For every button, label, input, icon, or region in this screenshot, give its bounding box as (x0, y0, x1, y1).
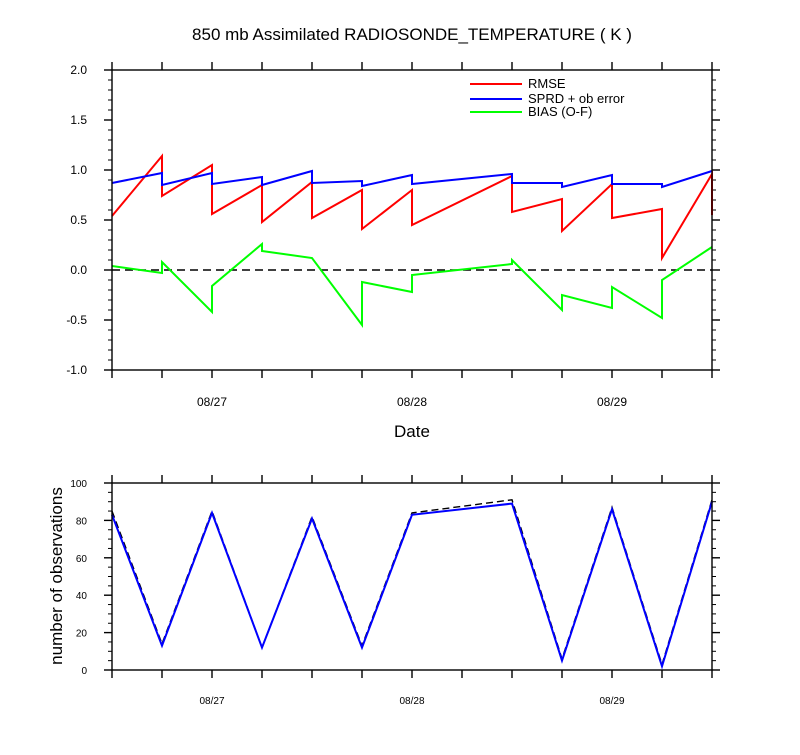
series-line-possible (111, 499, 713, 667)
y-axis-title-observations: number of observations (47, 487, 66, 665)
top-y-tick-label: -0.5 (66, 313, 87, 327)
bottom-y-tick-label: 100 (70, 479, 87, 490)
top-y-tick-label: 2.0 (70, 63, 87, 77)
series-line-sprd-ob-error (111, 169, 713, 189)
bottom-x-tick-label: 08/28 (399, 696, 424, 707)
top-panel-ticks (104, 62, 720, 378)
bottom-y-tick-label: 80 (76, 516, 88, 527)
bottom-x-tick-label: 08/29 (599, 696, 624, 707)
bottom-y-tick-label: 0 (81, 666, 87, 677)
top-y-tick-label: 1.5 (70, 113, 87, 127)
chart-title: 850 mb Assimilated RADIOSONDE_TEMPERATUR… (192, 25, 632, 44)
top-panel-tick-labels: 08/27 08/28 08/29 2.0 1.5 1.0 0.5 0.0 -0.5 -1.0 (66, 63, 627, 409)
legend-rmse-label: RMSE (528, 76, 566, 91)
top-panel-series (111, 153, 713, 329)
top-x-tick-label: 08/27 (197, 395, 227, 409)
legend: RMSE SPRD + ob error BIAS (O-F) (470, 76, 625, 119)
bottom-panel-ticks (104, 475, 720, 678)
legend-bias-label: BIAS (O-F) (528, 104, 592, 119)
top-x-tick-label: 08/29 (597, 395, 627, 409)
top-y-tick-label: -1.0 (66, 363, 87, 377)
bottom-y-tick-label: 20 (76, 629, 88, 640)
bottom-y-tick-label: 40 (76, 591, 88, 602)
bottom-panel-frame (111, 482, 713, 671)
series-line-assimilated (111, 501, 713, 670)
top-panel-frame (111, 69, 713, 371)
series-line-bias-o-f (111, 241, 713, 329)
top-x-tick-label: 08/28 (397, 395, 427, 409)
top-y-tick-label: 1.0 (70, 163, 87, 177)
top-y-tick-label: 0.5 (70, 213, 87, 227)
bottom-x-tick-label: 08/27 (199, 696, 224, 707)
series-line-rmse (111, 153, 713, 262)
top-y-tick-label: 0.0 (70, 263, 87, 277)
bottom-panel-tick-labels: 08/27 08/28 08/29 100 80 60 40 20 0 (70, 479, 625, 707)
x-axis-title: Date (394, 422, 430, 441)
bottom-panel-series (111, 499, 713, 670)
bottom-y-tick-label: 60 (76, 554, 88, 565)
legend-sprd-label: SPRD + ob error (528, 91, 625, 106)
